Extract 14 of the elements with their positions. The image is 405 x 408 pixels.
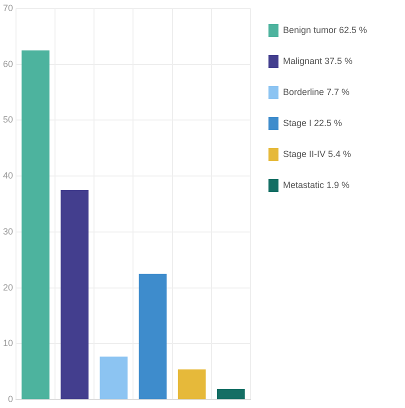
y-tick-label: 40 — [2, 170, 14, 181]
y-tick-label: 0 — [8, 394, 14, 404]
y-tick-label: 20 — [2, 282, 14, 292]
y-tick-label: 10 — [2, 338, 14, 348]
legend-label: Stage I 22.5 % — [282, 118, 342, 128]
y-tick-label: 70 — [2, 2, 14, 13]
legend-label: Malignant 37.5 % — [282, 56, 352, 66]
y-tick-label: 60 — [2, 58, 14, 69]
y-tick-label: 50 — [2, 114, 14, 125]
legend-label: Benign tumor 62.5 % — [282, 24, 368, 35]
legend-label: Stage II-IV 5.4 % — [282, 148, 351, 159]
y-tick-label: 30 — [2, 226, 14, 236]
legend-label: Metastatic 1.9 % — [282, 180, 350, 190]
legend-label: Borderline 7.7 % — [282, 86, 350, 97]
